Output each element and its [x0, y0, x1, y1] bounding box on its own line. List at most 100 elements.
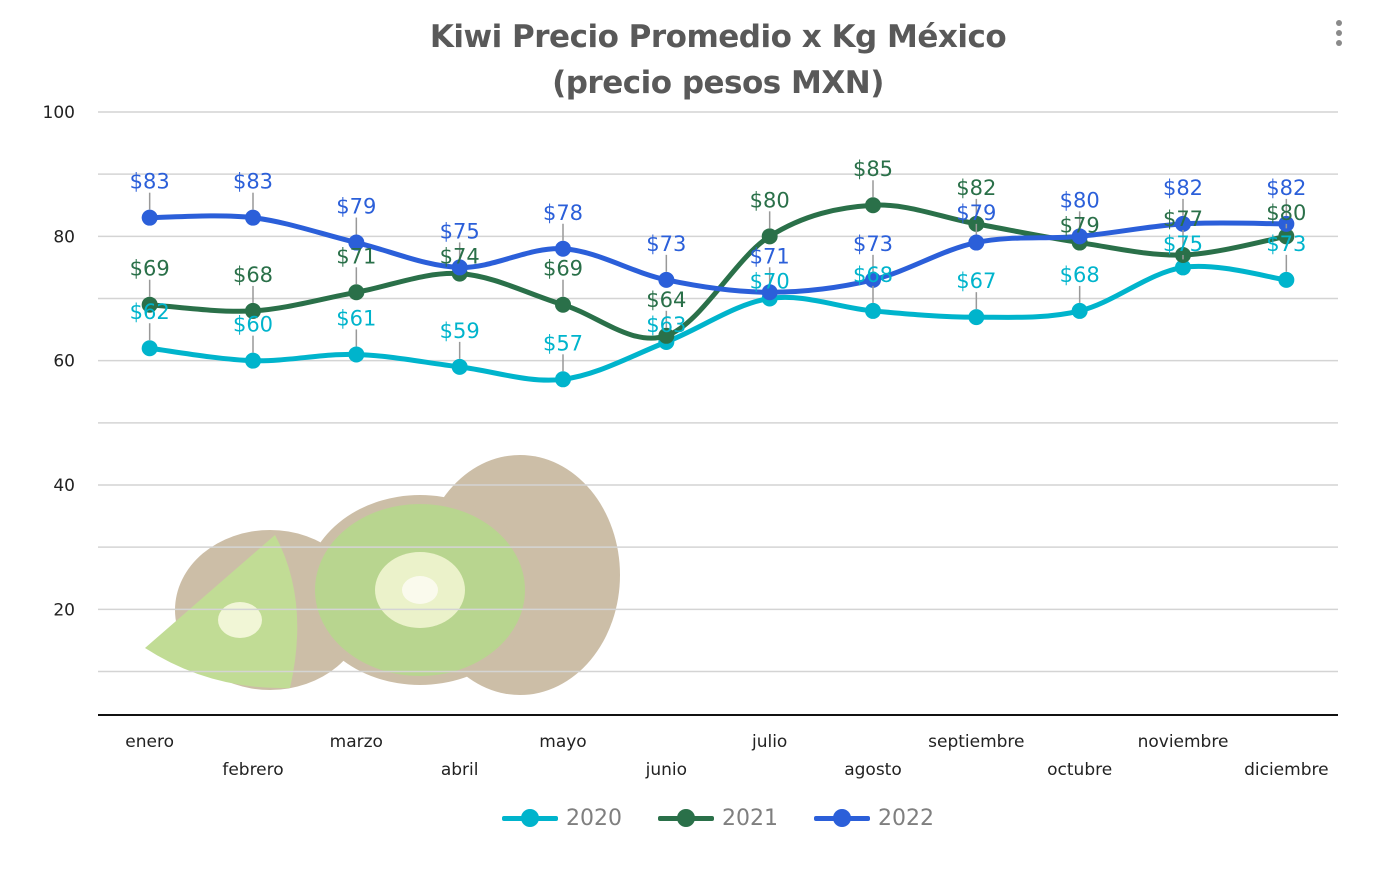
x-tick-label: noviembre [1138, 732, 1229, 752]
x-tick-label: mayo [539, 732, 586, 752]
data-point [245, 352, 261, 369]
data-point [968, 234, 985, 251]
line-chart: 20 40 60 80 100 enero febrero marzo abril mayo jun… [43, 103, 1338, 780]
data-point [348, 234, 365, 251]
x-tick-label: febrero [222, 760, 283, 780]
data-label: $73 [853, 232, 893, 256]
more-vertical-icon[interactable] [1333, 20, 1345, 50]
chart-title-line-1: Kiwi Precio Promedio x Kg México [429, 19, 1007, 55]
data-label: $60 [233, 313, 273, 337]
x-tick-label: junio [645, 760, 687, 780]
y-tick-label: 80 [53, 227, 75, 247]
data-point [451, 259, 468, 276]
data-point [761, 228, 778, 245]
data-label: $73 [646, 232, 686, 256]
data-point [245, 209, 261, 226]
series-2022 [141, 209, 1295, 301]
data-point [451, 358, 468, 375]
data-label: $80 [1060, 188, 1100, 212]
x-tick-label: julio [751, 732, 787, 752]
data-label: $59 [440, 319, 480, 343]
data-label: $79 [1060, 213, 1100, 237]
data-point [141, 296, 158, 313]
data-label: $79 [336, 195, 376, 219]
data-label: $57 [543, 331, 583, 355]
data-label: $68 [233, 263, 273, 287]
data-point [555, 371, 571, 388]
data-label: $77 [1163, 207, 1203, 231]
x-tick-label: septiembre [928, 732, 1024, 752]
data-label: $69 [130, 257, 170, 281]
data-label: $79 [956, 201, 996, 225]
x-tick-label: marzo [330, 732, 383, 752]
data-label: $71 [336, 244, 376, 268]
x-tick-label: diciembre [1244, 760, 1328, 780]
series-2020 [141, 259, 1295, 388]
legend-item-2021[interactable]: 2021 [658, 806, 778, 831]
data-label: $70 [750, 269, 790, 293]
data-point [348, 346, 365, 363]
data-label: $82 [1163, 176, 1203, 200]
data-label: $85 [853, 157, 893, 181]
data-label: $63 [646, 313, 686, 337]
legend-label: 2020 [566, 806, 622, 831]
data-label: $69 [543, 257, 583, 281]
data-point [658, 271, 675, 288]
legend-label: 2022 [878, 806, 934, 831]
chart-title: Kiwi Precio Promedio x Kg México (precio… [0, 14, 1400, 106]
data-label: $80 [750, 188, 790, 212]
data-label: $82 [956, 176, 996, 200]
y-tick-label: 40 [53, 476, 75, 496]
data-point [1278, 271, 1295, 288]
data-point [1071, 228, 1088, 245]
data-point [658, 327, 675, 344]
data-point [555, 240, 571, 257]
data-label: $80 [1266, 201, 1306, 225]
data-point [1175, 259, 1191, 276]
series-line [149, 263, 1287, 383]
series-line [149, 213, 1287, 295]
data-point [1278, 228, 1295, 245]
legend-swatch [814, 809, 870, 827]
legend-item-2020[interactable]: 2020 [502, 806, 622, 831]
data-point [865, 302, 881, 319]
data-point [555, 296, 571, 313]
x-tick-label: enero [125, 732, 174, 752]
series-2021 [141, 197, 1295, 344]
data-point [1175, 246, 1191, 263]
data-label: $61 [336, 306, 376, 330]
data-point [1175, 215, 1191, 232]
data-point [968, 309, 985, 326]
data-point [1071, 302, 1088, 319]
data-point [865, 197, 881, 214]
data-point [348, 284, 365, 301]
legend-swatch [502, 809, 558, 827]
chart-title-line-2: (precio pesos MXN) [552, 65, 884, 101]
legend-item-2022[interactable]: 2022 [814, 806, 934, 831]
data-label: $75 [440, 219, 480, 243]
data-label: $78 [543, 201, 583, 225]
x-tick-label: octubre [1047, 760, 1112, 780]
legend-swatch [658, 809, 714, 827]
data-label: $68 [853, 263, 893, 287]
x-tick-label: abril [441, 760, 479, 780]
data-point [245, 302, 261, 319]
data-label: $75 [1163, 232, 1203, 256]
data-label: $62 [130, 300, 170, 324]
y-tick-label: 20 [53, 600, 75, 620]
legend: 2020 2021 2022 [0, 806, 1400, 831]
data-label: $83 [233, 170, 273, 194]
x-tick-label: agosto [844, 760, 902, 780]
data-label: $68 [1060, 263, 1100, 287]
data-label: $82 [1266, 176, 1306, 200]
data-label: $83 [130, 170, 170, 194]
data-label: $73 [1266, 232, 1306, 256]
y-tick-label: 60 [53, 352, 75, 372]
data-point [141, 340, 158, 357]
data-label: $71 [750, 244, 790, 268]
data-point [761, 284, 778, 301]
data-point [865, 271, 881, 288]
legend-label: 2021 [722, 806, 778, 831]
y-tick-label: 100 [43, 103, 75, 123]
data-label: $64 [646, 288, 686, 312]
